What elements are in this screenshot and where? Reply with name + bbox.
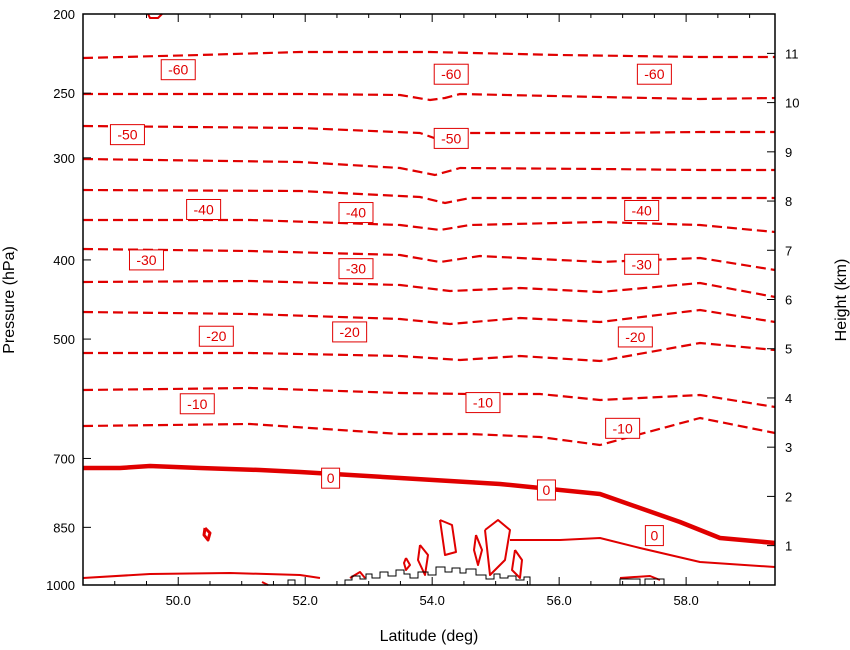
contour-label: -20 [206, 328, 226, 344]
contour-label-box [332, 321, 368, 343]
contour-label-box [338, 258, 374, 280]
contour-label: 0 [650, 528, 658, 544]
contour-line [82, 386, 776, 409]
contour-label: -10 [473, 395, 493, 411]
contour-line [511, 549, 523, 579]
contour-label: -40 [632, 203, 652, 219]
y-right-tick-label: 5 [785, 342, 792, 357]
contour-line [510, 537, 776, 568]
y-right-tick-label: 9 [785, 145, 792, 160]
contour-line [83, 341, 776, 363]
contour-label-box [605, 417, 641, 439]
contour-label: -20 [625, 329, 645, 345]
y-left-tick-label: 200 [53, 7, 75, 22]
contour-label: -60 [644, 66, 664, 82]
contour-label: -60 [168, 62, 188, 78]
contour-label: -30 [136, 252, 156, 268]
contour-line [83, 463, 776, 546]
y-right-tick-label: 8 [785, 194, 792, 209]
y-left-tick-label: 500 [53, 332, 75, 347]
x-tick-label: 56.0 [546, 593, 571, 608]
contour-line [83, 92, 776, 102]
contour-line [439, 519, 457, 556]
y-left-tick-label: 250 [53, 86, 75, 101]
contour-line [82, 188, 775, 205]
contour-label-box [321, 467, 341, 489]
left-axis-title: Pressure (hPa) [1, 246, 18, 354]
y-right-tick-label: 1 [785, 539, 792, 554]
y-left-tick-label: 1000 [46, 578, 75, 593]
contour-label-box [128, 249, 164, 271]
contour-label: -10 [613, 420, 633, 436]
contour-label: -30 [632, 256, 652, 272]
axis-ticks: 50.0 52.0 54.0 56.0 58.020025030040050070085… [46, 7, 799, 608]
y-right-tick-label: 4 [785, 391, 792, 406]
contour-line [403, 557, 411, 571]
contour-label: -40 [346, 205, 366, 221]
contour-label: -30 [346, 261, 366, 277]
contour-line [417, 544, 429, 576]
contour-line [82, 279, 776, 299]
contour-label-box [338, 202, 374, 224]
y-right-tick-label: 10 [785, 96, 799, 111]
contour-label: -50 [441, 130, 461, 146]
contour-label-box [624, 200, 660, 222]
contour-lines [82, 13, 776, 586]
contour-label-box [636, 63, 672, 85]
contour-label-box [617, 326, 653, 348]
contour-label-box [198, 325, 234, 347]
contour-label: -60 [441, 66, 461, 82]
contour-label-box [433, 127, 469, 149]
x-tick-label: 58.0 [673, 593, 698, 608]
y-right-tick-label: 2 [785, 489, 792, 504]
contour-label-box [536, 479, 556, 501]
contour-line [147, 13, 163, 19]
contour-line [83, 218, 776, 234]
contour-label-box [624, 253, 660, 275]
contour-line [82, 247, 776, 272]
contour-line [473, 534, 483, 566]
terrain-outline [287, 566, 665, 586]
contour-line [82, 50, 775, 60]
x-tick-label: 54.0 [420, 593, 445, 608]
contour-label-box [179, 393, 215, 415]
y-left-tick-label: 300 [53, 151, 75, 166]
contour-label-box [433, 63, 469, 85]
contour-label-box [465, 392, 501, 414]
y-right-tick-label: 7 [785, 243, 792, 258]
y-left-tick-label: 400 [53, 253, 75, 268]
contour-line [82, 308, 776, 326]
contour-label: -10 [187, 396, 207, 412]
x-tick-label: 50.0 [166, 593, 191, 608]
contour-label: 0 [327, 470, 335, 486]
contour-line [82, 416, 776, 447]
contour-label-box [644, 525, 664, 547]
y-right-tick-label: 6 [785, 293, 792, 308]
y-left-tick-label: 850 [53, 520, 75, 535]
y-left-tick-label: 700 [53, 451, 75, 466]
contour-label-box [186, 198, 222, 220]
y-right-tick-label: 3 [785, 440, 792, 455]
contour-line [82, 572, 321, 579]
contour-line [82, 157, 775, 177]
contour-line [202, 526, 212, 542]
x-axis-title: Latitude (deg) [380, 628, 479, 645]
x-tick-label: 52.0 [293, 593, 318, 608]
terrain-line [287, 566, 665, 586]
contour-labels: -60 -60 -60 -50 -50 -40 -40 -40 -30 -30 -30 -20 -20 -… [109, 59, 672, 547]
contour-label-box [109, 124, 145, 146]
contour-label: -50 [117, 127, 137, 143]
contour-label: -40 [194, 201, 214, 217]
contour-line [82, 124, 775, 142]
contour-line [484, 519, 511, 576]
contour-label: -20 [340, 324, 360, 340]
contour-label-box [160, 59, 196, 81]
y-right-tick-label: 11 [785, 46, 799, 61]
contour-label: 0 [543, 482, 551, 498]
right-axis-title: Height (km) [833, 259, 850, 342]
